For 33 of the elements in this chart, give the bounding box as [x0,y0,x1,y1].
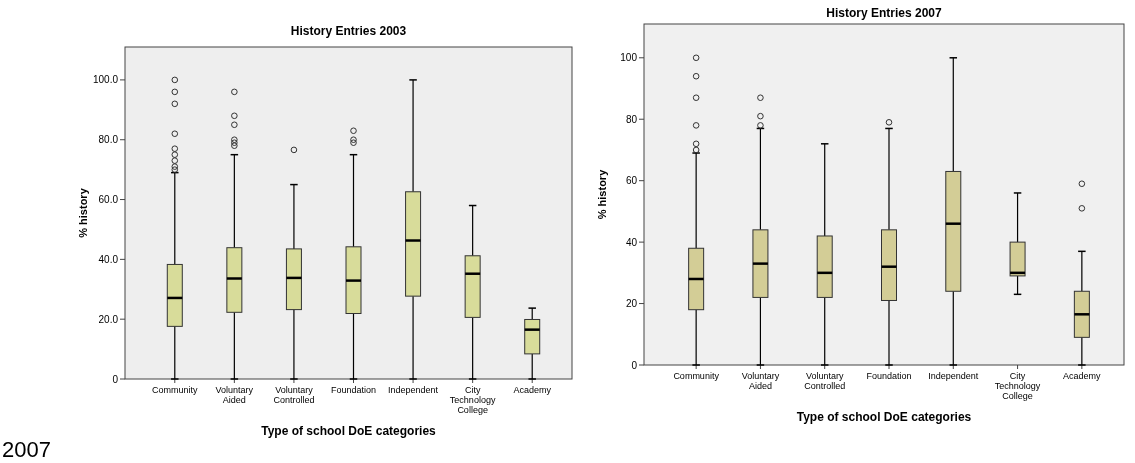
y-tick-label: 80.0 [98,134,119,146]
y-tick-label: 80 [625,113,638,125]
y-axis-title: % history [596,168,608,220]
chart-title: History Entries 2007 [826,6,943,20]
y-axis-title: % history [77,187,89,238]
y-tick-label: 40.0 [98,253,119,265]
x-tick-label: Community [673,371,720,381]
x-tick-label: Independent [928,371,979,381]
y-tick-label: 20 [625,298,638,310]
x-axis-title: Type of school DoE categories [261,424,437,438]
y-tick-label: 100 [620,52,638,64]
y-tick-label: 0 [112,373,119,385]
x-tick-label: Academy [513,385,552,395]
x-tick-label: Independent [388,385,439,395]
x-tick-label: City Technology College [449,385,496,415]
y-tick-label: 20.0 [98,313,119,325]
y-tick-label: 40 [625,236,638,248]
y-tick-label: 0 [631,359,638,371]
y-tick-label: 60.0 [98,194,119,206]
x-tick-label: Community [152,385,199,395]
x-tick-label: Academy [1063,371,1102,381]
x-tick-label: Voluntary Controlled [273,385,315,405]
x-tick-label: City Technology College [994,371,1041,401]
x-tick-label: Voluntary Controlled [804,371,846,391]
x-axis-title: Type of school DoE categories [796,410,972,424]
text: 2007 [2,437,51,462]
x-tick-label: Voluntary Aided [215,385,254,405]
chart-title: History Entries 2003 [290,24,407,38]
x-tick-label: Foundation [866,371,912,381]
y-tick-label: 100.0 [92,74,119,86]
y-tick-label: 60 [625,175,638,187]
x-tick-label: Foundation [330,385,377,395]
x-tick-label: Voluntary Aided [741,371,780,391]
